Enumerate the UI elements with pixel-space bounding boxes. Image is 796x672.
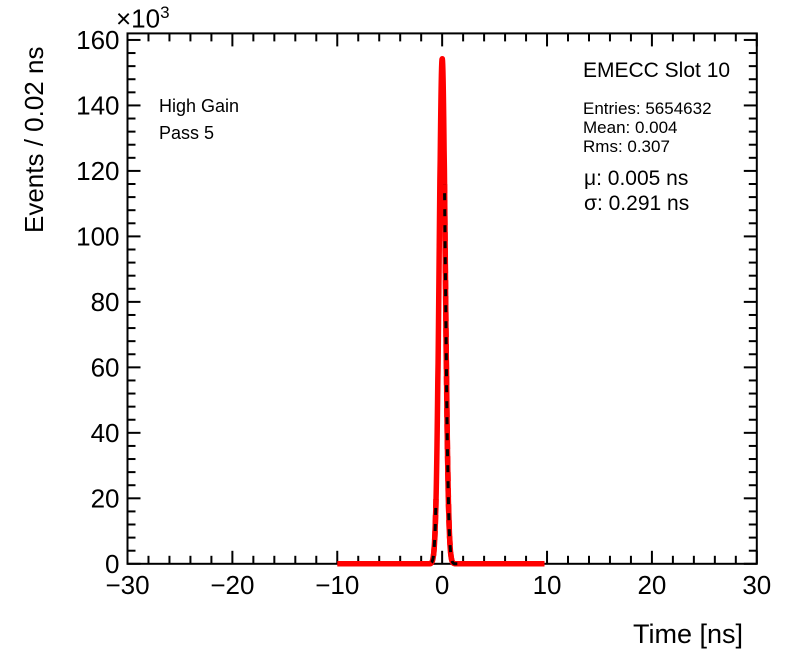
stats-title: EMECC Slot 10 xyxy=(583,59,731,82)
gain-label: High Gain xyxy=(159,96,240,116)
svg-text:−30: −30 xyxy=(105,570,149,600)
fit-mu: μ: 0.005 ns xyxy=(584,167,689,190)
stats-summary: Entries: 5654632 Mean: 0.004 Rms: 0.307 xyxy=(583,99,712,156)
exponent-base: ×10 xyxy=(116,3,161,34)
svg-text:40: 40 xyxy=(91,418,120,448)
stats-rms: Rms: 0.307 xyxy=(583,137,670,156)
stats-entries: Entries: 5654632 xyxy=(583,99,712,118)
svg-text:140: 140 xyxy=(76,90,119,120)
svg-text:0: 0 xyxy=(105,549,119,579)
svg-text:20: 20 xyxy=(91,483,120,513)
fit-results: μ: 0.005 ns σ: 0.291 ns xyxy=(584,166,689,216)
svg-text:−10: −10 xyxy=(315,570,359,600)
stats-mean: Mean: 0.004 xyxy=(583,118,678,137)
exponent-power: 3 xyxy=(160,3,170,22)
pass-label: Pass 5 xyxy=(159,123,215,143)
y-axis-title: Events / 0.02 ns xyxy=(19,46,49,233)
corner-label: High Gain Pass 5 xyxy=(159,93,239,147)
svg-text:20: 20 xyxy=(637,570,666,600)
svg-text:100: 100 xyxy=(76,221,119,251)
svg-text:80: 80 xyxy=(91,287,120,317)
svg-text:10: 10 xyxy=(533,570,562,600)
fit-sigma: σ: 0.291 ns xyxy=(584,192,690,215)
svg-text:160: 160 xyxy=(76,25,119,55)
svg-text:0: 0 xyxy=(435,570,449,600)
svg-text:−20: −20 xyxy=(210,570,254,600)
svg-text:120: 120 xyxy=(76,156,119,186)
svg-text:30: 30 xyxy=(742,570,771,600)
svg-text:60: 60 xyxy=(91,352,120,382)
x-axis-title: Time [ns] xyxy=(633,619,744,649)
y-axis-exponent: ×103 xyxy=(116,3,170,35)
